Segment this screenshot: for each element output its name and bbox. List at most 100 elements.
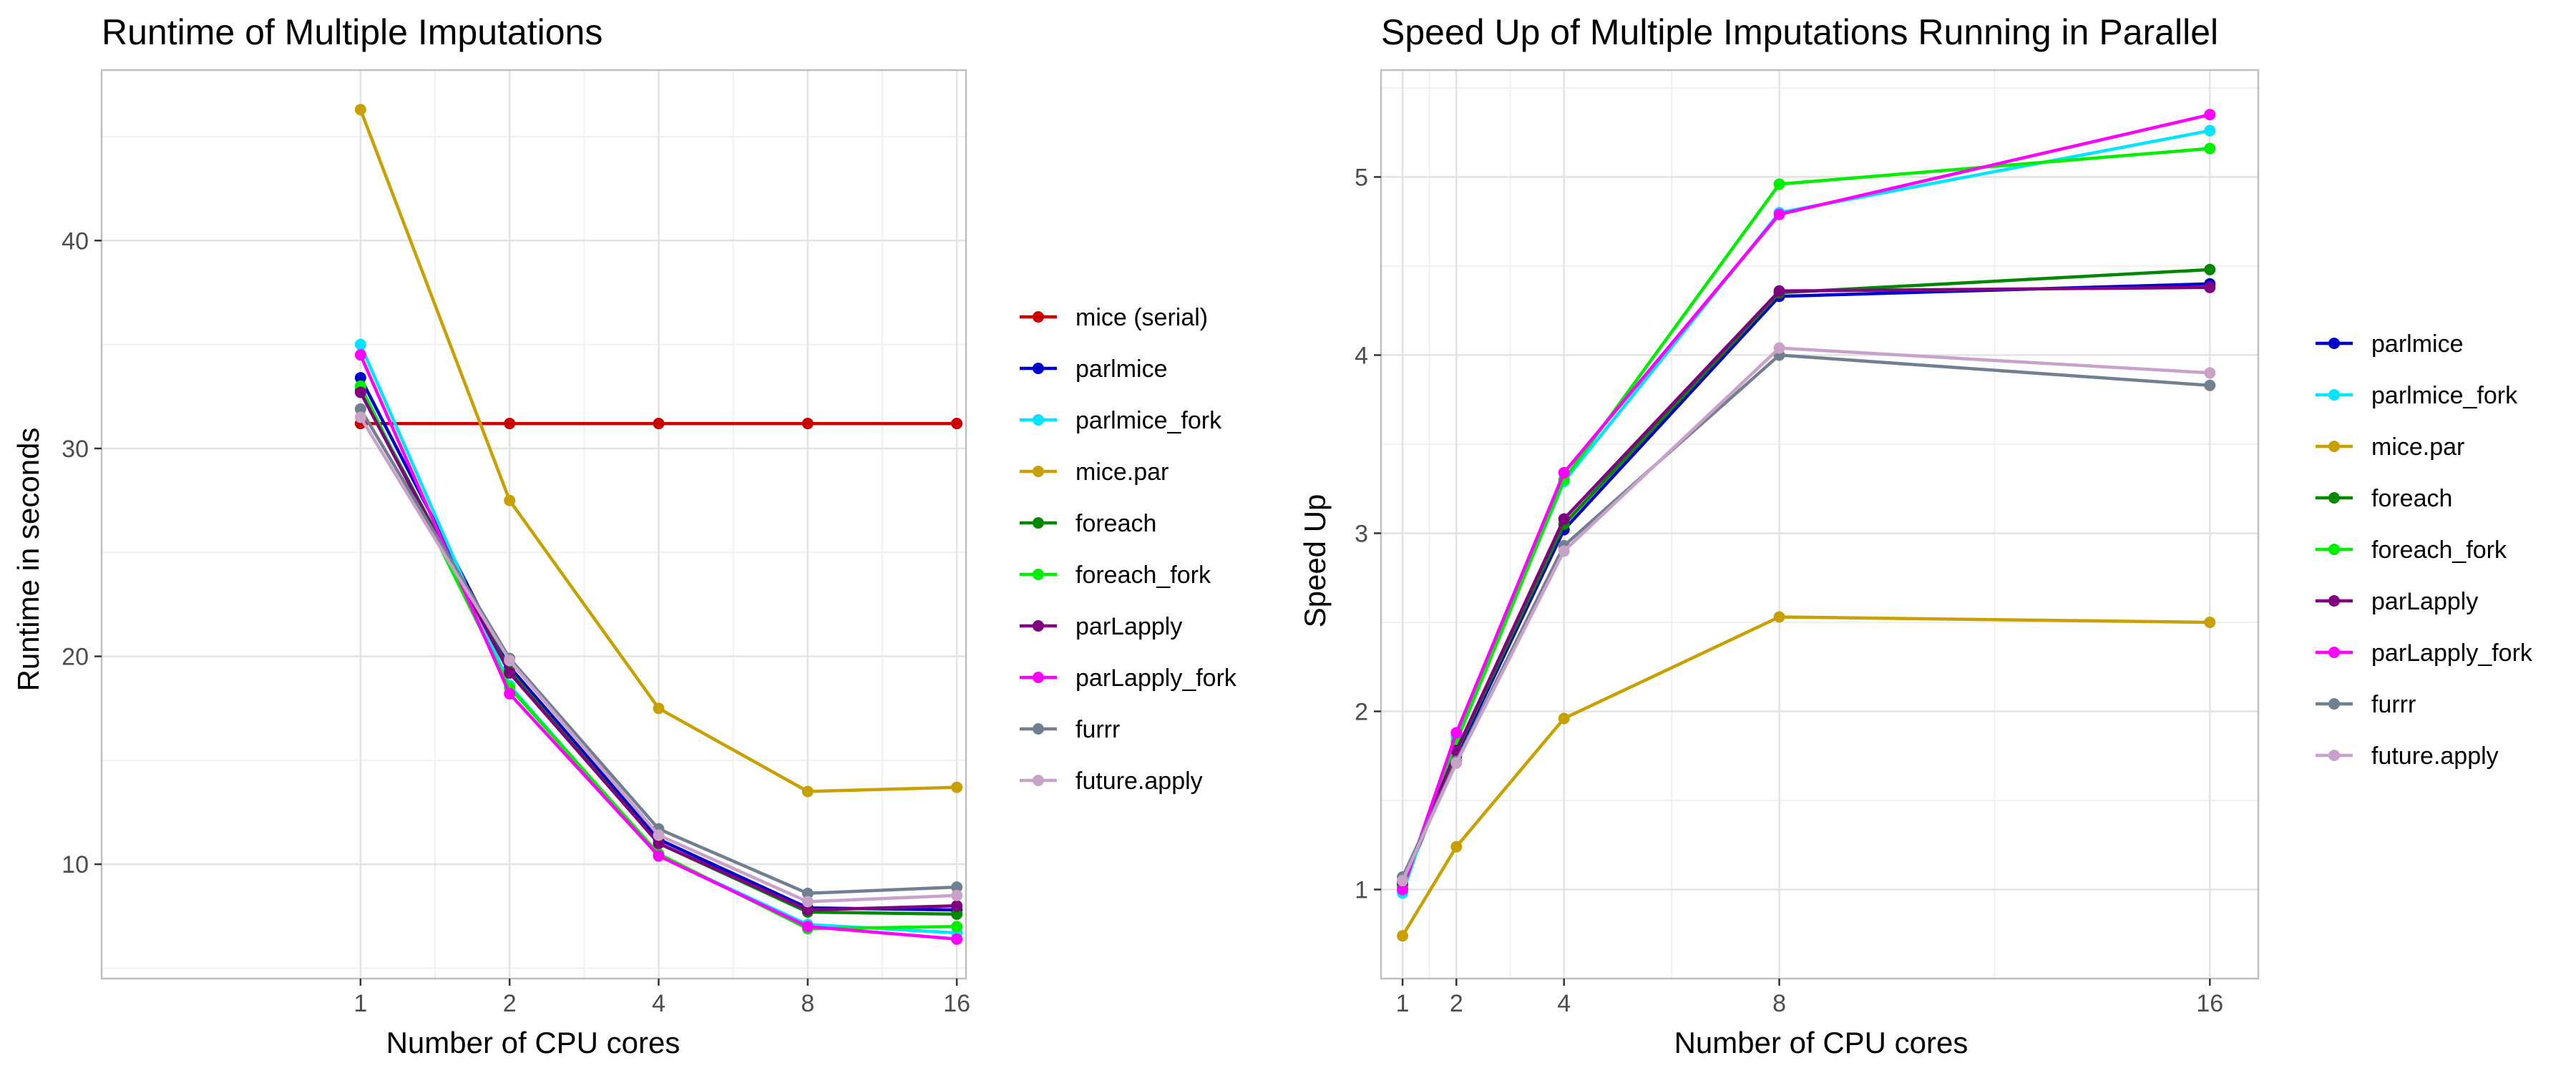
legend-label: parLapply: [1075, 613, 1182, 640]
data-point: [951, 881, 963, 893]
legend-key-point: [2328, 647, 2340, 658]
data-point: [951, 921, 963, 933]
data-point: [1773, 285, 1785, 297]
plot-panel: [1381, 70, 2258, 979]
data-point: [801, 921, 814, 933]
data-point: [1773, 342, 1785, 354]
data-point: [354, 104, 366, 116]
chart-title: Speed Up of Multiple Imputations Running…: [1381, 12, 2218, 52]
y-tick-label: 40: [62, 227, 89, 255]
data-point: [951, 418, 963, 430]
legend-label: parlmice_fork: [1075, 407, 1222, 434]
x-tick-label: 16: [2196, 990, 2223, 1017]
legend-key-point: [2328, 750, 2340, 761]
x-axis-title: Number of CPU cores: [1674, 1026, 1968, 1059]
data-point: [653, 702, 665, 715]
data-point: [801, 896, 814, 908]
legend-key-point: [1033, 672, 1044, 683]
panel-border: [100, 69, 967, 980]
legend-key-point: [2328, 441, 2340, 452]
chart-title: Runtime of Multiple Imputations: [102, 12, 602, 52]
speedup-chart: Speed Up of Multiple Imputations Running…: [1298, 12, 2533, 1059]
legend-label: parlmice: [2371, 330, 2463, 358]
data-point: [1558, 513, 1570, 525]
legend-label: parLapply_fork: [2371, 640, 2533, 667]
data-point: [354, 338, 366, 351]
data-point: [2204, 109, 2216, 121]
data-point: [1558, 466, 1570, 479]
legend-label: foreach: [2371, 485, 2452, 512]
legend-key-point: [1033, 414, 1044, 426]
data-point: [653, 838, 665, 850]
data-point: [2204, 281, 2216, 293]
plot-panel: [102, 70, 966, 979]
data-point: [2204, 142, 2216, 155]
legend-key-point: [2328, 595, 2340, 607]
data-point: [354, 372, 366, 384]
y-tick-label: 4: [1355, 342, 1368, 369]
legend-label: future.apply: [2371, 743, 2499, 770]
data-point: [2204, 124, 2216, 137]
data-point: [801, 887, 814, 899]
x-tick-label: 1: [353, 990, 367, 1017]
data-point: [2204, 616, 2216, 628]
data-point: [1397, 875, 1409, 887]
legend-label: parlmice: [1075, 356, 1167, 383]
data-point: [1558, 545, 1570, 557]
data-point: [951, 908, 963, 920]
legend-key-point: [1033, 723, 1044, 735]
data-point: [504, 655, 516, 667]
legend-key-point: [1033, 363, 1044, 374]
data-point: [504, 687, 516, 700]
legend-label: mice.par: [1075, 459, 1169, 486]
legend-label: mice (serial): [1075, 304, 1208, 331]
legend-key-point: [2328, 698, 2340, 710]
legend-key-point: [2328, 389, 2340, 401]
x-tick-label: 2: [503, 990, 517, 1017]
legend-key-point: [2328, 544, 2340, 555]
data-point: [1450, 757, 1463, 769]
legend-label: foreach: [1075, 510, 1156, 537]
legend-label: foreach_fork: [2371, 536, 2507, 564]
data-point: [2204, 263, 2216, 275]
data-point: [951, 781, 963, 793]
x-tick-label: 16: [943, 990, 970, 1017]
data-point: [801, 904, 814, 916]
data-point: [504, 494, 516, 506]
y-tick-label: 30: [62, 436, 89, 463]
data-point: [653, 418, 665, 430]
data-point: [504, 418, 516, 430]
data-point: [653, 829, 665, 841]
data-point: [354, 386, 366, 398]
legend-key-point: [1033, 517, 1044, 529]
data-point: [1450, 727, 1463, 739]
legend-label: parlmice_fork: [2371, 382, 2518, 409]
data-point: [2204, 379, 2216, 391]
legend-key-point: [2328, 338, 2340, 349]
legend-key-point: [2328, 492, 2340, 504]
legend-key-point: [1033, 466, 1044, 477]
data-point: [354, 403, 366, 415]
legend-label: foreach_fork: [1075, 562, 1211, 589]
legend-label: parLapply_fork: [1075, 665, 1237, 692]
data-point: [1450, 841, 1463, 853]
data-point: [1773, 178, 1785, 190]
data-point: [1397, 883, 1409, 896]
x-tick-label: 4: [1557, 990, 1571, 1017]
legend-label: furrr: [2371, 691, 2416, 718]
x-tick-label: 8: [1772, 990, 1786, 1017]
data-point: [2204, 367, 2216, 379]
legend-label: parLapply: [2371, 588, 2478, 615]
legend-key-point: [1033, 775, 1044, 786]
x-tick-label: 4: [652, 990, 665, 1017]
data-point: [1773, 611, 1785, 623]
data-point: [1397, 930, 1409, 942]
data-point: [951, 933, 963, 945]
y-axis-title: Runtime in seconds: [11, 428, 45, 692]
data-point: [354, 349, 366, 361]
y-tick-label: 5: [1355, 164, 1368, 191]
legend-key-point: [1033, 311, 1044, 323]
x-tick-label: 8: [801, 990, 814, 1017]
y-tick-label: 3: [1355, 520, 1368, 547]
